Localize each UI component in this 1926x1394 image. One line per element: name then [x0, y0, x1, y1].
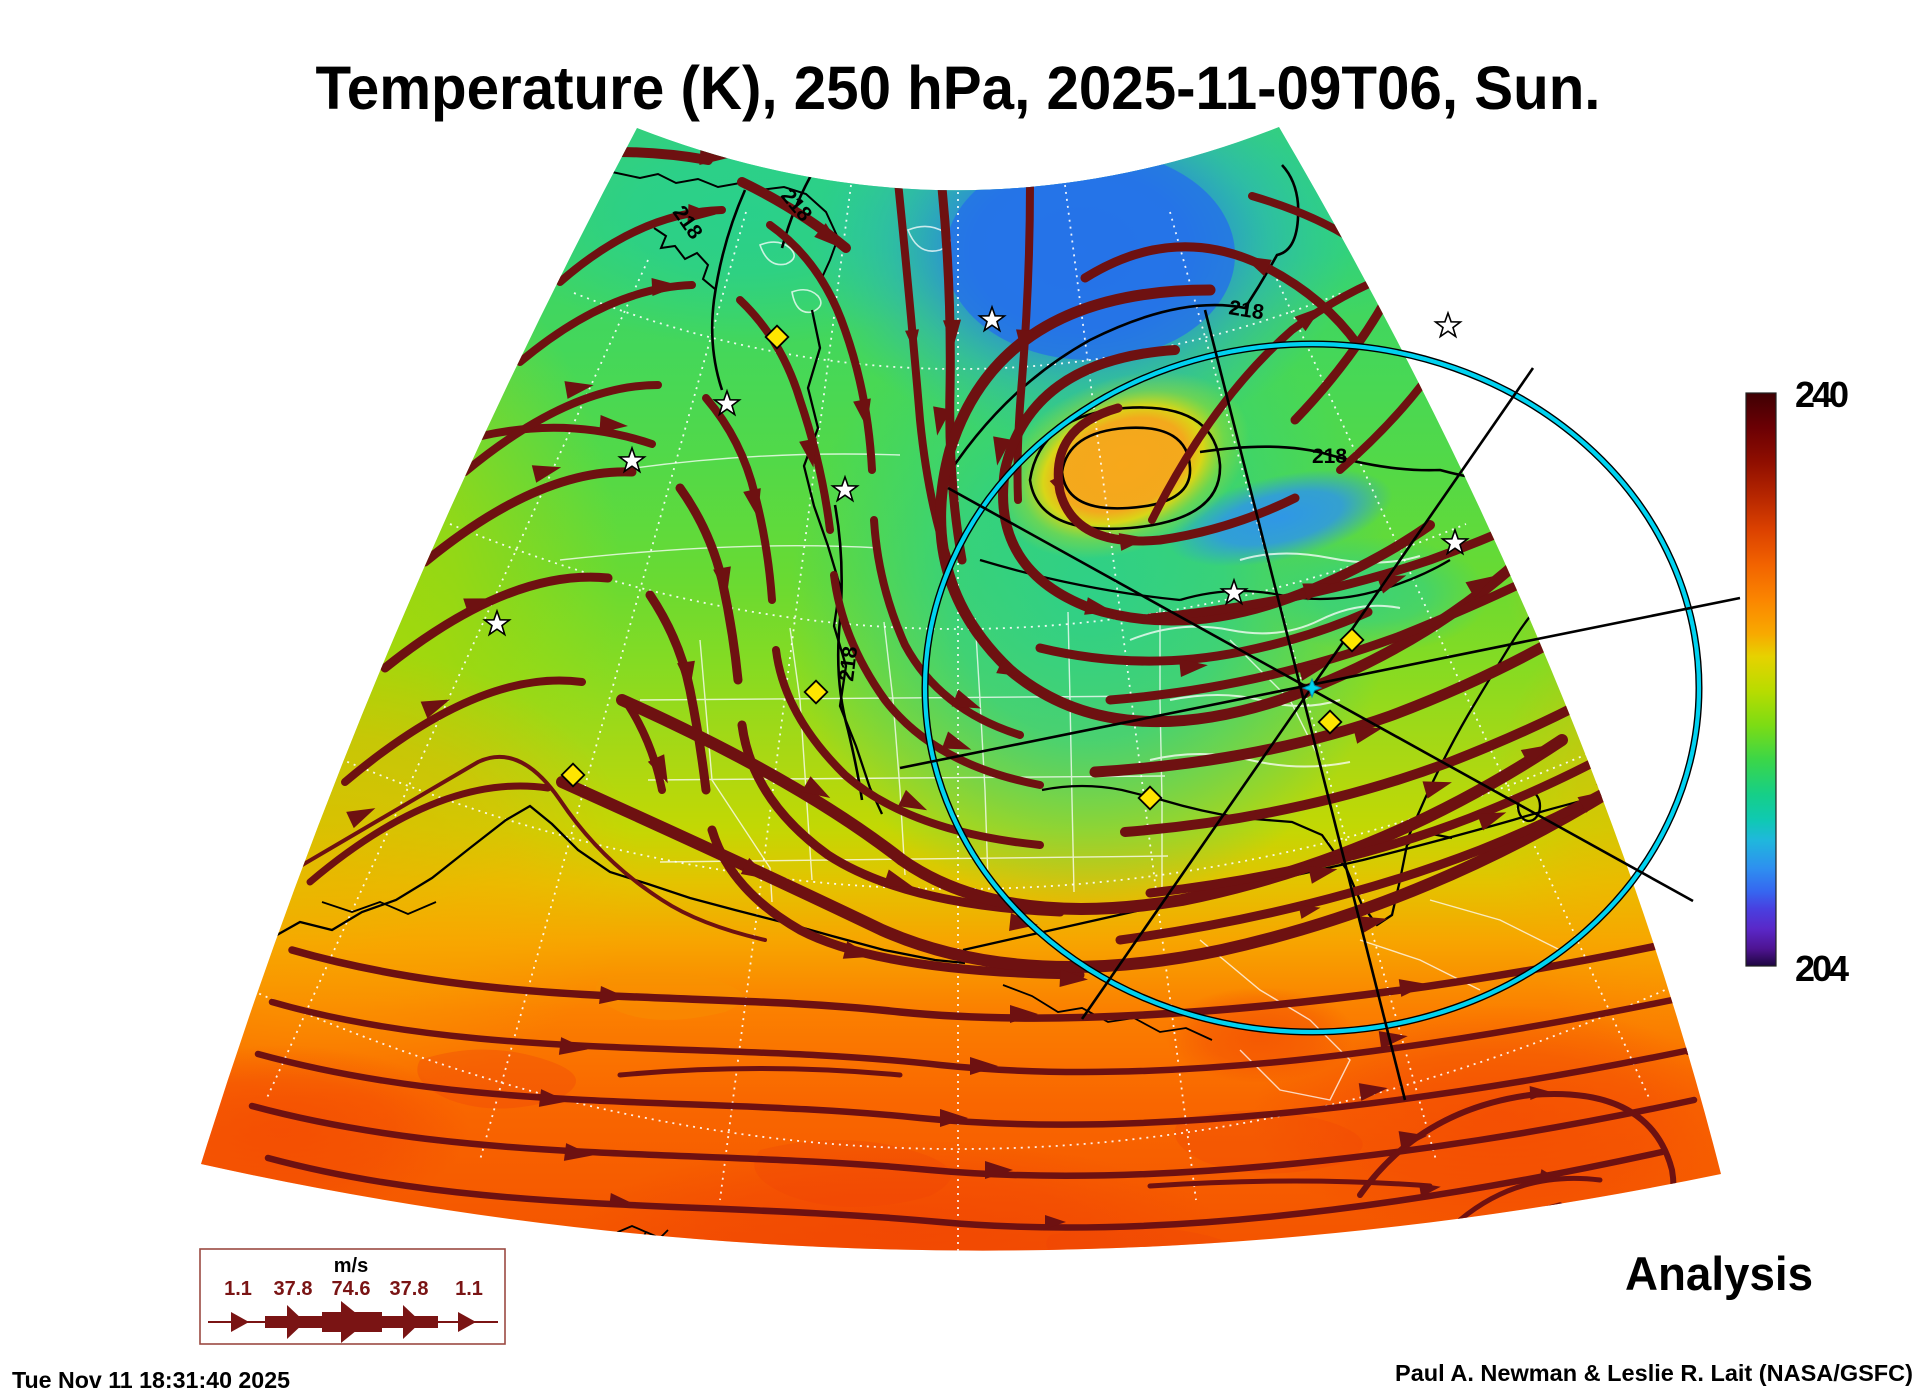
svg-text:Analysis: Analysis	[1625, 1247, 1813, 1300]
svg-text:1.1: 1.1	[224, 1278, 252, 1300]
svg-text:1.1: 1.1	[455, 1278, 483, 1300]
svg-text:37.8: 37.8	[390, 1278, 429, 1300]
svg-text:218: 218	[1227, 296, 1266, 324]
svg-text:Temperature (K), 250 hPa, 2025: Temperature (K), 250 hPa, 2025-11-09T06,…	[316, 54, 1601, 122]
svg-text:204: 204	[1795, 948, 1849, 989]
svg-text:218: 218	[1312, 445, 1347, 468]
svg-text:Paul A. Newman & Leslie R. Lai: Paul A. Newman & Leslie R. Lait (NASA/GS…	[1395, 1360, 1913, 1386]
svg-text:240: 240	[1795, 374, 1849, 415]
svg-text:218: 218	[835, 645, 862, 683]
svg-text:m/s: m/s	[334, 1255, 368, 1277]
svg-text:Tue Nov 11 18:31:40 2025: Tue Nov 11 18:31:40 2025	[12, 1367, 290, 1393]
svg-text:74.6: 74.6	[332, 1278, 371, 1300]
svg-text:37.8: 37.8	[274, 1278, 313, 1300]
